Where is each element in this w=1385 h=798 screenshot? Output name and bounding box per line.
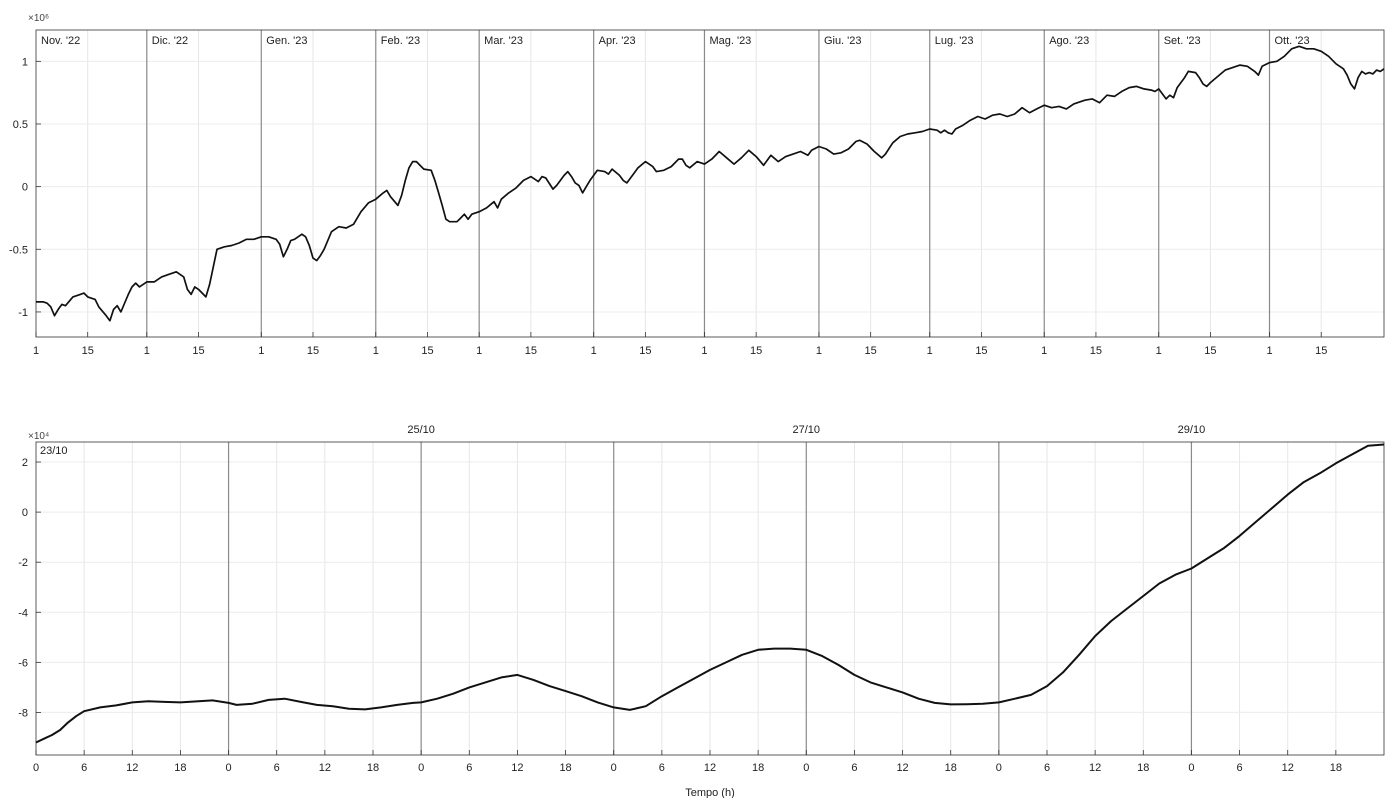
y-tick-label: -0.5 — [9, 244, 28, 256]
x-tick-label: 15 — [865, 345, 877, 357]
x-tick-label: 15 — [1090, 345, 1102, 357]
y-exponent-label: ×10⁴ — [28, 431, 49, 442]
date-label: 27/10 — [793, 424, 821, 436]
month-label: Set. '23 — [1164, 35, 1201, 47]
x-tick-label: 1 — [476, 345, 482, 357]
y-exponent-label: ×10⁶ — [28, 13, 49, 24]
plot-area-frame — [35, 29, 1385, 338]
x-tick-label: 1 — [373, 345, 379, 357]
month-label: Nov. '22 — [41, 35, 80, 47]
y-tick-label: 0.5 — [13, 119, 28, 131]
y-tick-label: -8 — [18, 707, 28, 719]
x-tick-label: 1 — [33, 345, 39, 357]
date-label: 23/10 — [40, 445, 68, 457]
x-tick-label: 15 — [82, 345, 94, 357]
x-tick-label: 0 — [803, 762, 809, 774]
x-tick-label: 15 — [192, 345, 204, 357]
x-tick-label: 1 — [816, 345, 822, 357]
x-tick-label: 15 — [421, 345, 433, 357]
x-tick-label: 15 — [975, 345, 987, 357]
series-line — [35, 443, 1385, 744]
x-tick-label: 15 — [639, 345, 651, 357]
x-tick-label: 15 — [750, 345, 762, 357]
x-tick-label: 18 — [559, 762, 571, 774]
x-tick-label: 18 — [752, 762, 764, 774]
x-tick-label: 1 — [1266, 345, 1272, 357]
x-tick-label: 1 — [927, 345, 933, 357]
x-tick-label: 0 — [418, 762, 424, 774]
x-tick-label: 12 — [126, 762, 138, 774]
y-tick-label: -4 — [18, 607, 28, 619]
month-label: Lug. '23 — [935, 35, 974, 47]
x-tick-label: 12 — [511, 762, 523, 774]
x-tick-label: 1 — [258, 345, 264, 357]
x-tick-label: 6 — [1044, 762, 1050, 774]
top-chart-yearly: Nov. '22 Dic. '22 Gen. '23 Feb. '23 Mar. '23… — [9, 13, 1385, 357]
x-tick-label: 15 — [1315, 345, 1327, 357]
x-tick-label: 15 — [525, 345, 537, 357]
x-tick-label: 1 — [701, 345, 707, 357]
y-tick-label: 2 — [22, 457, 28, 469]
x-axis-label: Tempo (h) — [685, 787, 735, 798]
y-tick-label: -6 — [18, 657, 28, 669]
y-tick-label: 0 — [22, 182, 28, 194]
x-tick-label: 0 — [611, 762, 617, 774]
month-label: Ott. '23 — [1275, 35, 1310, 47]
date-label: 25/10 — [407, 424, 435, 436]
series-line — [36, 45, 1385, 322]
x-tick-label: 12 — [1282, 762, 1294, 774]
y-tick-label: 0 — [22, 507, 28, 519]
month-label: Ago. '23 — [1049, 35, 1089, 47]
x-tick-label: 6 — [851, 762, 857, 774]
month-label: Dic. '22 — [152, 35, 188, 47]
x-tick-label: 6 — [1237, 762, 1243, 774]
x-tick-label: 18 — [367, 762, 379, 774]
x-tick-label: 15 — [307, 345, 319, 357]
bottom-chart-weekly: 23/10 25/10 27/10 29/10 -8 -6 -4 -2 0 2 ×10⁴ 0 6 12 18… — [18, 424, 1385, 798]
x-tick-label: 6 — [274, 762, 280, 774]
x-tick-label: 18 — [945, 762, 957, 774]
month-label: Apr. '23 — [599, 35, 636, 47]
x-tick-label: 6 — [659, 762, 665, 774]
x-tick-label: 1 — [1041, 345, 1047, 357]
x-tick-label: 12 — [319, 762, 331, 774]
x-tick-label: 18 — [174, 762, 186, 774]
x-tick-label: 1 — [591, 345, 597, 357]
x-tick-label: 0 — [226, 762, 232, 774]
y-tick-label: 1 — [22, 56, 28, 68]
month-label: Mar. '23 — [484, 35, 523, 47]
x-tick-label: 12 — [896, 762, 908, 774]
x-tick-label: 0 — [996, 762, 1002, 774]
x-tick-label: 1 — [1156, 345, 1162, 357]
month-label: Gen. '23 — [266, 35, 307, 47]
x-tick-label: 12 — [704, 762, 716, 774]
x-tick-label: 12 — [1089, 762, 1101, 774]
x-tick-label: 18 — [1137, 762, 1149, 774]
x-tick-label: 0 — [1188, 762, 1194, 774]
y-tick-label: -1 — [18, 307, 28, 319]
x-tick-label: 1 — [144, 345, 150, 357]
date-label: 29/10 — [1178, 424, 1206, 436]
month-label: Feb. '23 — [381, 35, 420, 47]
month-label: Mag. '23 — [709, 35, 751, 47]
x-tick-label: 6 — [466, 762, 472, 774]
x-tick-label: 0 — [33, 762, 39, 774]
y-tick-label: -2 — [18, 557, 28, 569]
x-tick-label: 15 — [1204, 345, 1216, 357]
x-tick-label: 18 — [1330, 762, 1342, 774]
x-tick-label: 6 — [81, 762, 87, 774]
month-label: Giu. '23 — [824, 35, 862, 47]
